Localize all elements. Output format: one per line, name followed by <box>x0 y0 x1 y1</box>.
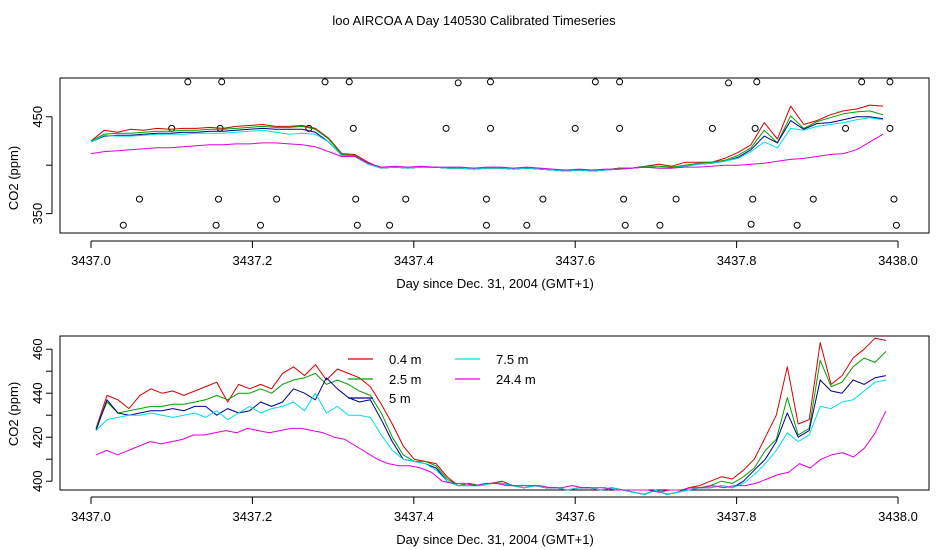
x-tick-label: 3437.6 <box>555 509 595 524</box>
y-tick-label: 350 <box>30 203 45 225</box>
flag-point <box>539 195 547 203</box>
flag-point <box>119 221 127 229</box>
legend-label-2.5m: 2.5 m <box>389 372 422 387</box>
y-tick-label: 440 <box>30 382 45 404</box>
top-series-lines <box>90 104 884 172</box>
top-y-axis: 350 450 <box>30 106 53 225</box>
series-line-s04 <box>95 337 887 495</box>
top-x-axis: 3437.0 3437.2 3437.4 3437.6 3437.8 3438.0 <box>71 240 918 268</box>
top-y-axis-label: CO2 (ppm) <box>6 146 21 210</box>
flag-point <box>656 221 664 229</box>
series-line-s25 <box>95 351 887 495</box>
flag-point <box>751 124 759 132</box>
series-line-s75 <box>90 117 884 172</box>
y-tick-label: 400 <box>30 470 45 492</box>
y-tick-label: 450 <box>30 106 45 128</box>
bottom-series-lines <box>95 337 887 495</box>
x-tick-label: 3437.0 <box>71 509 111 524</box>
flag-point <box>168 124 176 132</box>
flag-point <box>482 221 490 229</box>
top-plot-frame <box>59 77 930 234</box>
x-tick-label: 3438.0 <box>878 253 918 268</box>
y-tick-label: 460 <box>30 338 45 360</box>
flag-point <box>442 124 450 132</box>
flag-point <box>218 78 226 86</box>
bottom-y-axis: 400 420 440 460 <box>30 338 53 492</box>
x-tick-label: 3437.4 <box>394 253 434 268</box>
x-tick-label: 3438.0 <box>878 509 918 524</box>
top-flag-points <box>119 78 900 229</box>
flag-point <box>135 195 143 203</box>
flag-point <box>858 78 866 86</box>
flag-point <box>890 195 898 203</box>
legend-label-24.4m: 24.4 m <box>496 372 536 387</box>
flag-point <box>753 78 761 86</box>
x-tick-label: 3437.2 <box>233 509 273 524</box>
flag-point <box>349 124 357 132</box>
flag-point <box>486 124 494 132</box>
legend-label-0.4m: 0.4 m <box>389 352 422 367</box>
flag-point <box>321 78 329 86</box>
flag-point <box>616 78 624 86</box>
series-line-s25 <box>90 110 884 172</box>
flag-point <box>345 78 353 86</box>
flag-point <box>621 221 629 229</box>
flag-point <box>352 195 360 203</box>
flag-point <box>793 221 801 229</box>
bottom-y-axis-label: CO2 (ppm) <box>6 382 21 446</box>
x-tick-label: 3437.4 <box>394 509 434 524</box>
flag-point <box>486 78 494 86</box>
flag-point <box>273 195 281 203</box>
flag-point <box>842 124 850 132</box>
x-tick-label: 3437.2 <box>233 253 273 268</box>
flag-point <box>886 78 894 86</box>
x-tick-label: 3437.8 <box>717 253 757 268</box>
bottom-x-axis-label: Day since Dec. 31, 2004 (GMT+1) <box>396 532 594 547</box>
flag-point <box>591 78 599 86</box>
flag-point <box>215 195 223 203</box>
flag-point <box>386 221 394 229</box>
flag-point <box>353 221 361 229</box>
series-line-s04 <box>90 104 884 172</box>
bottom-plot-frame <box>59 335 930 491</box>
series-line-s5 <box>95 375 887 495</box>
legend-label-5m: 5 m <box>389 391 411 406</box>
top-x-axis-label: Day since Dec. 31, 2004 (GMT+1) <box>396 276 594 291</box>
flag-point <box>616 124 624 132</box>
x-tick-label: 3437.8 <box>717 509 757 524</box>
flag-point <box>749 195 757 203</box>
flag-point <box>809 195 817 203</box>
flag-point <box>886 124 894 132</box>
flag-point <box>708 124 716 132</box>
legend-label-7.5m: 7.5 m <box>496 352 529 367</box>
flag-point <box>620 195 628 203</box>
figure-title: loo AIRCOA A Day 140530 Calibrated Times… <box>332 13 616 28</box>
series-line-s244 <box>90 133 884 171</box>
flag-point <box>256 221 264 229</box>
flag-point <box>571 124 579 132</box>
series-line-s75 <box>95 379 887 495</box>
flag-point <box>523 221 531 229</box>
y-tick-label: 420 <box>30 426 45 448</box>
x-tick-label: 3437.6 <box>555 253 595 268</box>
bottom-x-axis: 3437.0 3437.2 3437.4 3437.6 3437.8 3438.0 <box>71 496 918 524</box>
flag-point <box>482 195 490 203</box>
flag-point <box>454 79 462 87</box>
flag-point <box>212 221 220 229</box>
x-tick-label: 3437.0 <box>71 253 111 268</box>
bottom-panel: 3437.0 3437.2 3437.4 3437.6 3437.8 3438.0 400… <box>6 335 930 547</box>
flag-point <box>747 220 755 228</box>
flag-point <box>402 195 410 203</box>
flag-point <box>892 221 900 229</box>
flag-point <box>184 78 192 86</box>
top-panel: 3437.0 3437.2 3437.4 3437.6 3437.8 3438.0 350… <box>6 77 930 291</box>
series-line-s244 <box>95 410 887 493</box>
flag-point <box>672 195 680 203</box>
legend: 0.4 m 2.5 m 5 m 7.5 m 24.4 m <box>348 352 536 406</box>
flag-point <box>725 79 733 87</box>
